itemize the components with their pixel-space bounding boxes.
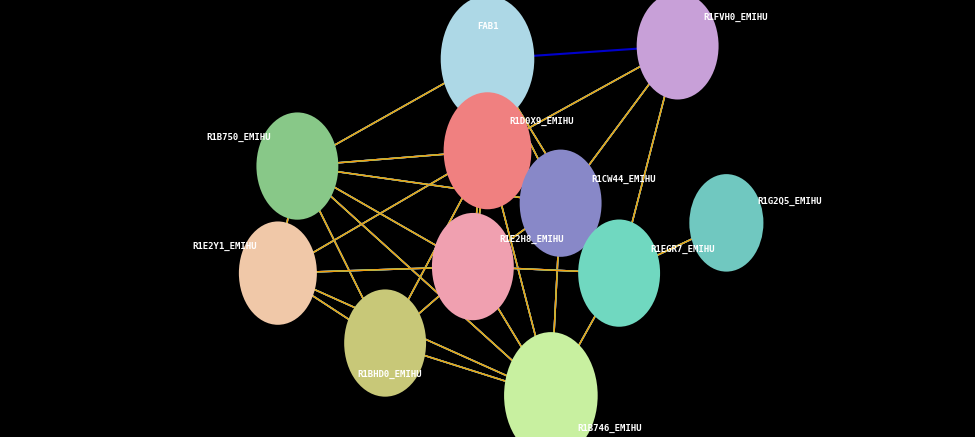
Ellipse shape bbox=[344, 289, 426, 397]
Ellipse shape bbox=[239, 222, 317, 325]
Ellipse shape bbox=[256, 112, 338, 220]
Text: R1BHD0_EMIHU: R1BHD0_EMIHU bbox=[358, 370, 422, 379]
Text: R1EGR7_EMIHU: R1EGR7_EMIHU bbox=[650, 245, 715, 253]
Ellipse shape bbox=[578, 219, 660, 327]
Text: R1E2Y1_EMIHU: R1E2Y1_EMIHU bbox=[192, 242, 256, 250]
Text: R1G2Q5_EMIHU: R1G2Q5_EMIHU bbox=[758, 197, 822, 205]
Ellipse shape bbox=[444, 92, 531, 209]
Text: R1D0X9_EMIHU: R1D0X9_EMIHU bbox=[509, 117, 573, 125]
Text: R1CW44_EMIHU: R1CW44_EMIHU bbox=[592, 175, 656, 184]
Text: R1E2H8_EMIHU: R1E2H8_EMIHU bbox=[499, 235, 564, 244]
Text: FAB1: FAB1 bbox=[477, 22, 498, 31]
Ellipse shape bbox=[520, 149, 602, 257]
Ellipse shape bbox=[689, 174, 763, 272]
Text: R1FVH0_EMIHU: R1FVH0_EMIHU bbox=[704, 13, 768, 22]
Ellipse shape bbox=[637, 0, 719, 100]
Ellipse shape bbox=[504, 332, 598, 437]
Ellipse shape bbox=[441, 0, 534, 122]
Text: R1B746_EMIHU: R1B746_EMIHU bbox=[577, 424, 642, 433]
Ellipse shape bbox=[432, 213, 514, 320]
Text: R1B750_EMIHU: R1B750_EMIHU bbox=[207, 133, 271, 142]
